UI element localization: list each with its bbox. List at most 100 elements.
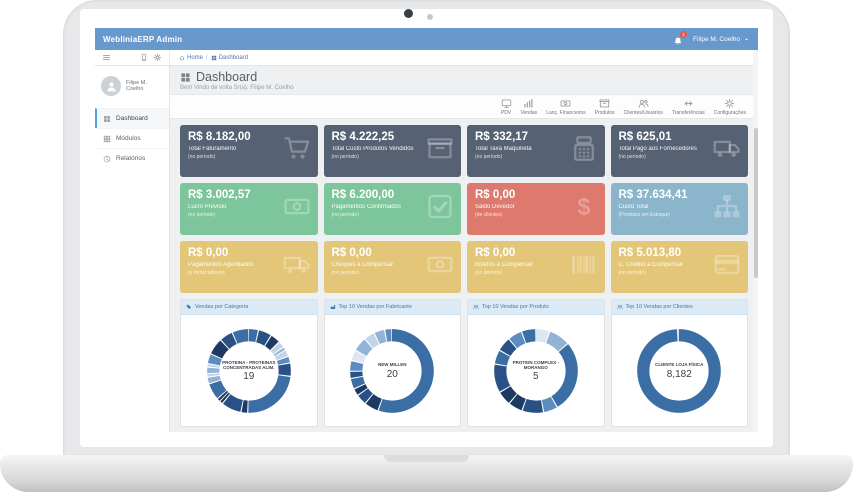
stat-card[interactable]: R$ 6.200,00 Pagamentos Confirmados (no per… <box>323 183 461 235</box>
toolbar-button-label: Clientes/Usuários <box>623 110 663 116</box>
chart-panel-title: Top 10 Vendas por Clientes <box>625 304 693 310</box>
stat-card[interactable]: R$ 0,00 Cheques a Compensar (no período) <box>323 241 461 293</box>
stat-card-value: R$ 0,00 <box>188 247 229 259</box>
stat-card[interactable]: R$ 0,00 Pagamentos Agendados (a fornecedor… <box>180 241 318 293</box>
toolbar-button-label: Vendas <box>520 110 538 116</box>
toolbar-button-produtos[interactable]: Produtos <box>595 98 615 116</box>
webcam-led-icon <box>427 14 433 20</box>
notification-badge: 1 <box>680 30 688 38</box>
toolbar-button-clientes-usu-rios[interactable]: Clientes/Usuários <box>624 98 663 116</box>
notifications-button[interactable]: 1 <box>673 30 688 47</box>
toolbar-button-label: Configurações <box>713 110 746 116</box>
stat-card-sublabel: (no período) <box>188 154 216 160</box>
gear-icon[interactable] <box>153 53 162 62</box>
sidebar-profile[interactable]: Filipe M. Coelho <box>95 66 169 108</box>
gear-icon <box>724 98 735 109</box>
navbar-right: 1 Filipe M. Coelho <box>673 30 750 47</box>
bell-icon <box>673 36 683 47</box>
toolbar-button-configura-es[interactable]: Configurações <box>714 98 746 116</box>
stat-card[interactable]: R$ 332,17 Total Taxa Maquineta (no período… <box>467 125 605 177</box>
main-content: Dashboard Bem Vindo de volta Sr(a). Fili… <box>170 66 758 432</box>
stat-card[interactable]: R$ 0,00 Boletos a Compensar (no período) <box>467 241 605 293</box>
industry-icon <box>330 304 336 310</box>
modules-icon <box>103 135 111 143</box>
sidebar-item-relat-rios[interactable]: Relatórios <box>95 148 169 168</box>
stat-card-sublabel: (no período) <box>618 270 646 276</box>
stat-card-label: Total Taxa Maquineta <box>475 146 532 152</box>
hamburger-menu-button[interactable] <box>102 53 111 62</box>
sidebar-item-dashboard[interactable]: Dashboard <box>95 108 169 128</box>
stat-card-label: Cheques a Compensar <box>331 262 394 268</box>
donut-chart[interactable]: PROTEINA - PROTEINAS CONCENTRADAS ALIM. 1… <box>202 324 296 418</box>
stat-card-sublabel: (no período) <box>331 154 359 160</box>
top-navbar: WebliniaERP Admin 1 Filipe M. Coelho <box>95 28 758 50</box>
credit-card-icon <box>713 251 741 279</box>
user-menu-button[interactable]: Filipe M. Coelho <box>693 36 750 43</box>
toolbar-button-pdv[interactable]: PDV <box>501 98 512 116</box>
breadcrumb-item[interactable]: Home <box>179 55 203 61</box>
toolbar-button-lan-financeiros[interactable]: Lanç. Financeiros <box>546 98 586 116</box>
barcode-icon <box>570 251 598 279</box>
stat-card[interactable]: R$ 5.013,80 C. Crédito a Compensar (no per… <box>610 241 748 293</box>
toolbar-button-transfer-ncias[interactable]: Transferências <box>672 98 705 116</box>
erp-dashboard-app: WebliniaERP Admin 1 Filipe M. Coelho <box>95 28 758 432</box>
toolbar-button-label: PDV <box>500 110 512 116</box>
user-menu-label: Filipe M. Coelho <box>693 35 740 43</box>
money-icon <box>426 251 454 279</box>
chart-panel-body: PROTEIN COMPLEX - MORANGO 5 <box>468 315 604 426</box>
sidebar-menu: Dashboard Módulos Relatórios <box>95 108 169 168</box>
stat-card[interactable]: R$ 0,00 Saldo Devedor (de clientes) $ <box>467 183 605 235</box>
truck-icon <box>713 135 741 163</box>
stat-card-value: R$ 37.634,41 <box>618 189 688 201</box>
stat-card-label: Custo Total <box>618 204 649 210</box>
scrollbar-track[interactable] <box>753 50 758 432</box>
home-icon <box>179 55 185 61</box>
stat-card-sublabel: (no período) <box>475 154 503 160</box>
stat-card-sublabel: (de clientes) <box>475 212 503 218</box>
stat-card-sublabel: (no período) <box>475 270 503 276</box>
stat-card-value: R$ 0,00 <box>475 247 516 259</box>
toolbar-button-vendas[interactable]: Vendas <box>520 98 538 116</box>
stat-card-value: R$ 8.182,00 <box>188 131 251 143</box>
device-icon[interactable] <box>140 53 148 62</box>
stat-card[interactable]: R$ 3.002,57 Lucro Previsto (no período) <box>180 183 318 235</box>
scrollbar-thumb[interactable] <box>753 128 758 278</box>
quick-actions-toolbar: PDV Vendas Lanç. Financeiros Produtos Client… <box>170 94 758 119</box>
stat-card-label: Lucro Previsto <box>188 204 227 210</box>
chart-panel-body: NEW MILLEN 20 <box>325 315 461 426</box>
box-icon <box>599 98 610 109</box>
stat-card-label: C. Crédito a Compensar <box>618 262 684 268</box>
sidebar-item-m-dulos[interactable]: Módulos <box>95 128 169 148</box>
stat-card-value: R$ 0,00 <box>331 247 372 259</box>
chart-panel-title: Top 10 Vendas por Fabricante <box>338 304 412 310</box>
stat-card[interactable]: R$ 8.182,00 Total Faturamento (no período) <box>180 125 318 177</box>
tags-icon <box>186 304 192 310</box>
page-header: Dashboard Bem Vindo de volta Sr(a). Fili… <box>170 66 758 94</box>
reports-icon <box>103 155 111 163</box>
stat-card-label: Total Faturamento <box>188 146 237 152</box>
stat-card-label: Total Custo Produtos Vendidos <box>331 146 414 152</box>
stat-card[interactable]: R$ 4.222,25 Total Custo Produtos Vendidos… <box>323 125 461 177</box>
money-icon <box>283 193 311 221</box>
stat-card[interactable]: R$ 37.634,41 Custo Total (Produtos em Esto… <box>610 183 748 235</box>
sidebar-item-label: Dashboard <box>116 115 148 122</box>
donut-chart[interactable]: NEW MILLEN 20 <box>345 324 439 418</box>
stat-card-label: Pagamentos Confirmados <box>331 204 401 210</box>
breadcrumb-item[interactable]: Dashboard <box>211 55 248 61</box>
donut-chart[interactable]: PROTEIN COMPLEX - MORANGO 5 <box>489 324 583 418</box>
sitemap-icon <box>713 193 741 221</box>
donut-chart[interactable]: CLIENTE LOJA FÍSICA 8,182 <box>632 324 726 418</box>
users-icon <box>616 304 623 310</box>
stat-card-value: R$ 4.222,25 <box>331 131 395 143</box>
sidebar-item-label: Relatórios <box>116 155 146 162</box>
svg-text:$: $ <box>577 195 590 221</box>
users-icon <box>638 98 649 109</box>
stat-card[interactable]: R$ 625,01 Total Pago aos Fornecedores (no … <box>610 125 748 177</box>
stat-card-sublabel: (no período) <box>618 154 646 160</box>
chart-panel-title: Vendas por Categoria <box>195 304 249 310</box>
truck-icon <box>283 251 311 279</box>
cart-icon <box>283 135 311 163</box>
laptop-base-notch <box>384 455 469 462</box>
avatar <box>101 76 121 96</box>
